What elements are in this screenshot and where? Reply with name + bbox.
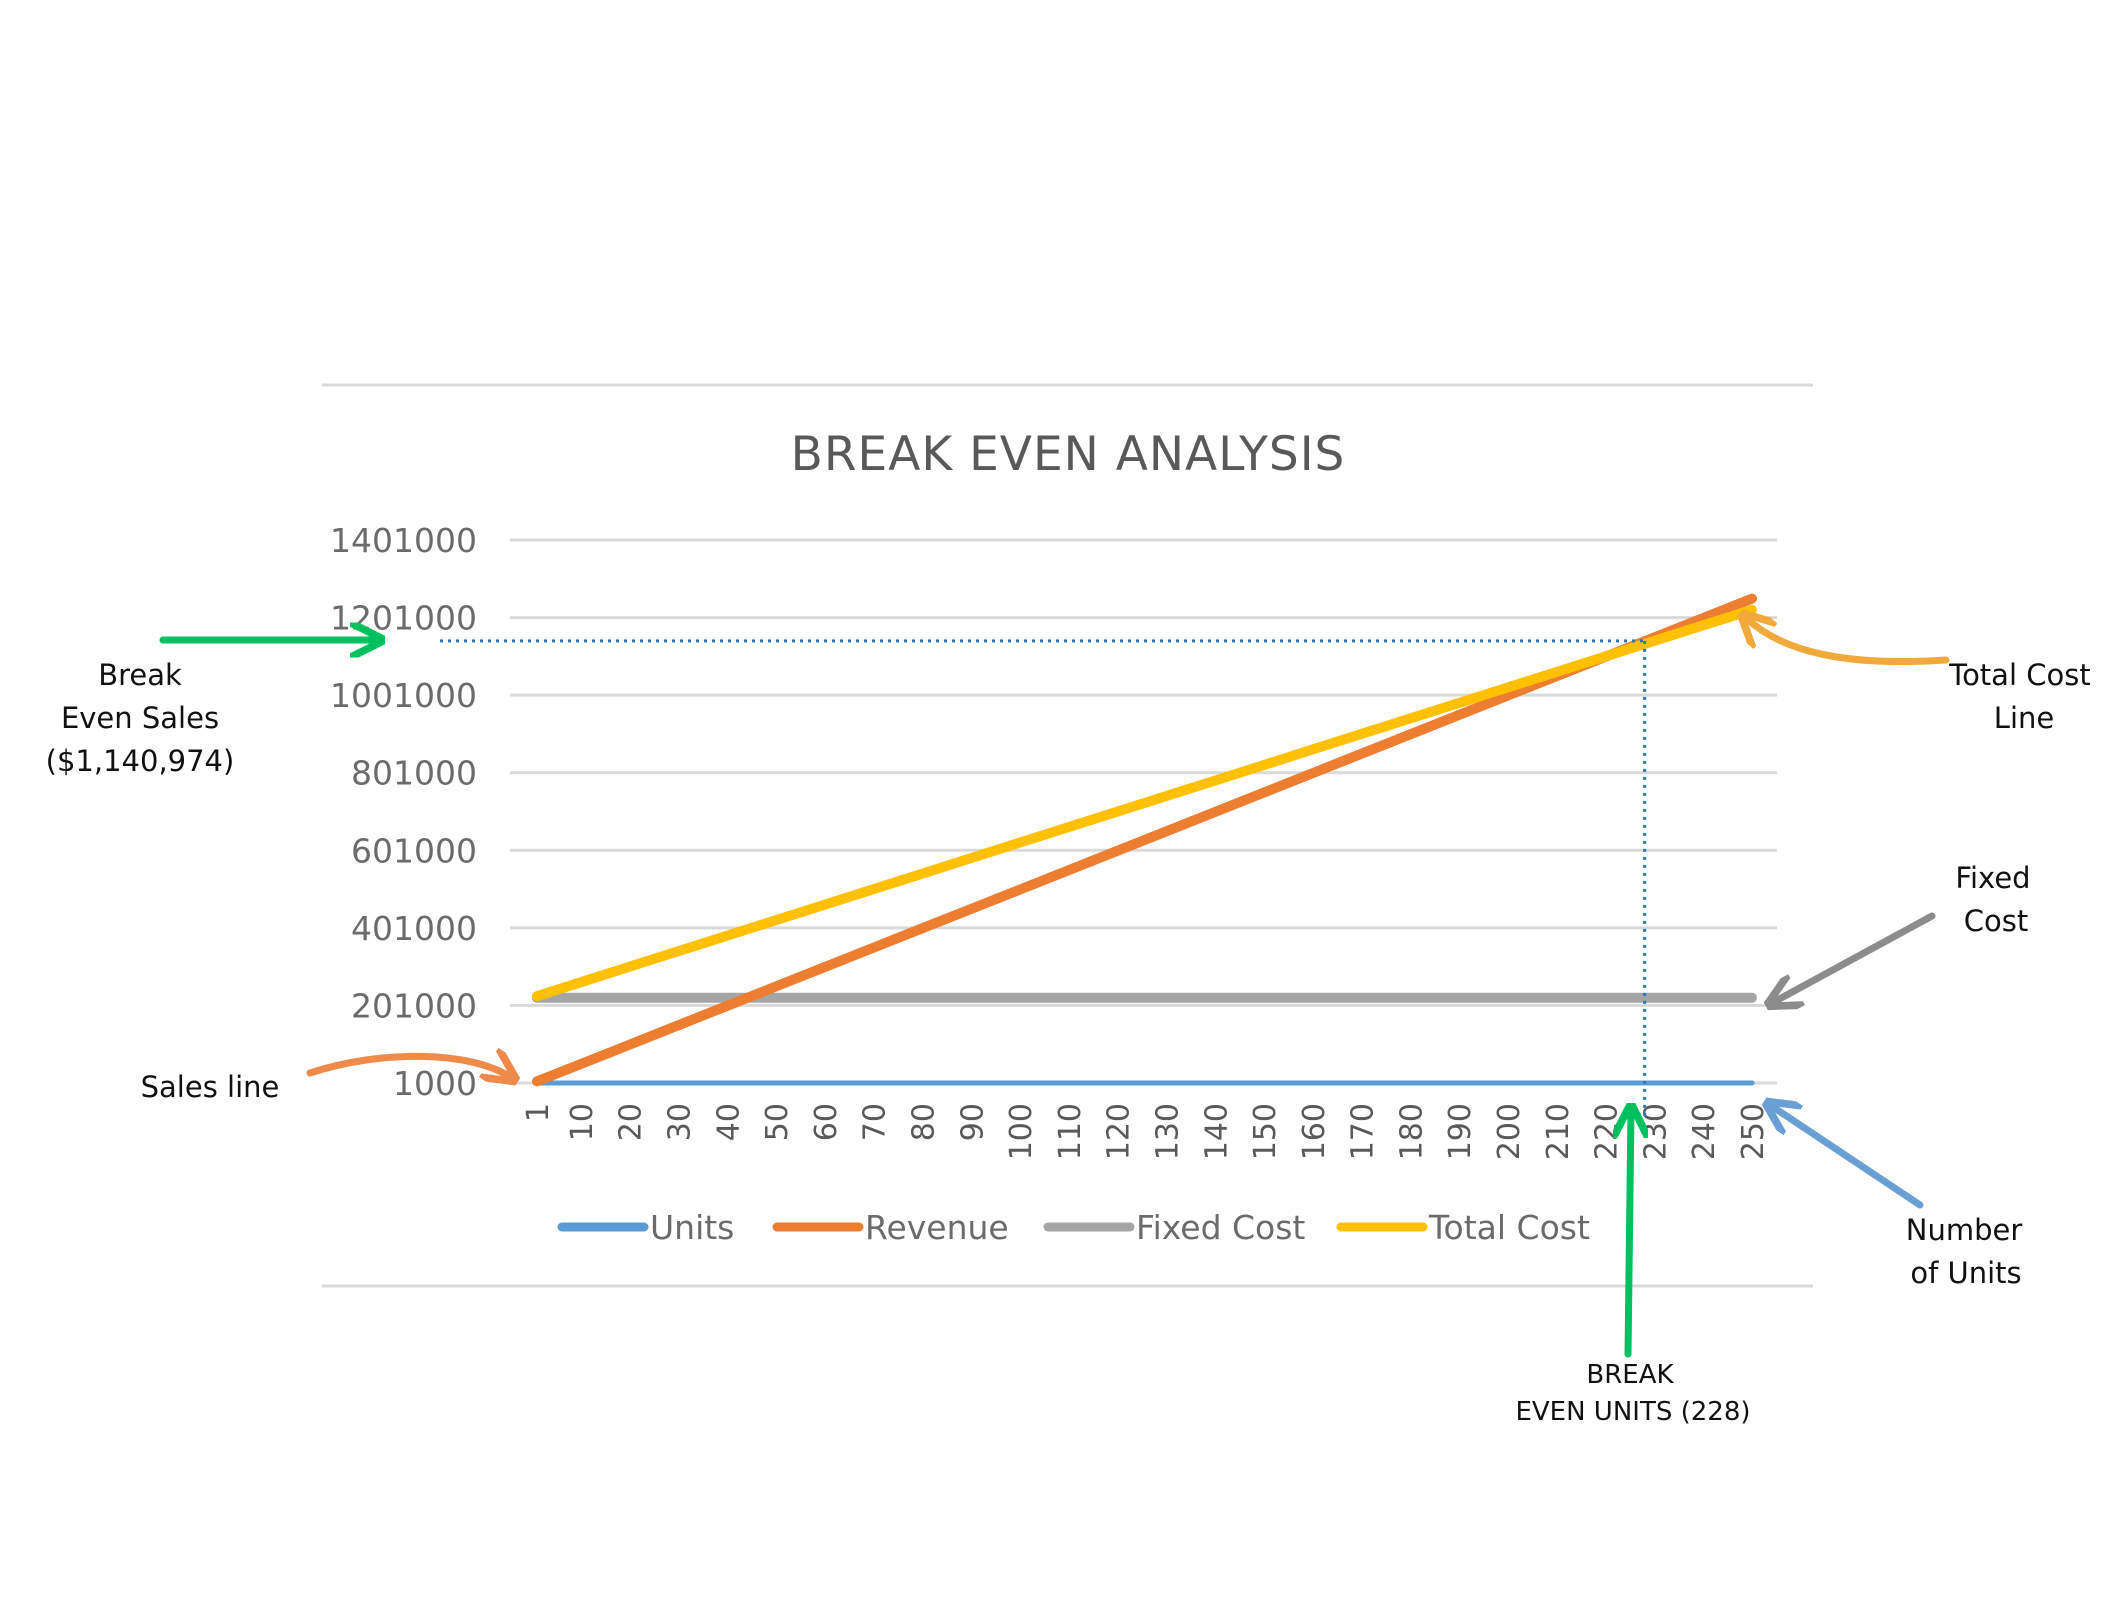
- y-tick-label: 401000: [351, 909, 477, 948]
- number-of-units-line-2: of Units: [1910, 1256, 2021, 1290]
- annotation-number-of-units: Number of Units: [1906, 1213, 2023, 1290]
- x-tick-label: 190: [1443, 1103, 1478, 1160]
- total-cost-line-2: Line: [1994, 701, 2054, 735]
- chart-title: BREAK EVEN ANALYSIS: [791, 427, 1346, 482]
- fixed-cost-line-1: Fixed: [1955, 861, 2030, 895]
- legend-label: Fixed Cost: [1136, 1208, 1305, 1247]
- break-even-units-line-2: EVEN UNITS (228): [1515, 1397, 1750, 1427]
- y-tick-label: 1201000: [330, 599, 477, 638]
- x-tick-label: 50: [760, 1103, 795, 1141]
- annotation-break-even-sales: Break Even Sales ($1,140,974): [46, 658, 235, 778]
- x-tick-label: 230: [1638, 1103, 1673, 1160]
- x-tick-label: 170: [1346, 1103, 1381, 1160]
- x-tick-label: 240: [1687, 1103, 1722, 1160]
- sales-line-arrow: [306, 1056, 512, 1078]
- x-tick-label: 60: [809, 1103, 844, 1141]
- x-tick-label: 180: [1394, 1103, 1429, 1160]
- break-even-sales-line-1: Break: [98, 658, 182, 692]
- x-tick-label: 130: [1150, 1103, 1185, 1160]
- series-lines: [532, 593, 1757, 1087]
- break-even-guides: [440, 639, 1647, 1120]
- x-tick-label: 20: [614, 1103, 649, 1141]
- y-tick-label: 1001000: [330, 676, 477, 715]
- x-tick-label: 250: [1736, 1103, 1771, 1160]
- legend-label: Revenue: [865, 1208, 1009, 1247]
- x-tick-label: 70: [858, 1103, 893, 1141]
- x-tick-label: 40: [711, 1103, 746, 1141]
- break-even-units-arrow: [1628, 1110, 1631, 1358]
- break-even-units-line-1: BREAK: [1586, 1360, 1674, 1390]
- y-tick-label: 201000: [351, 986, 477, 1025]
- annotation-fixed-cost: Fixed Cost: [1955, 861, 2030, 938]
- x-tick-label: 90: [955, 1103, 990, 1141]
- x-tick-label: 210: [1541, 1103, 1576, 1160]
- annotation-sales-line: Sales line: [141, 1070, 280, 1104]
- x-tick-label: 160: [1297, 1103, 1332, 1160]
- annotation-break-even-units: BREAK EVEN UNITS (228): [1515, 1360, 1750, 1427]
- sales-line-label: Sales line: [141, 1070, 280, 1104]
- number-of-units-line-1: Number: [1906, 1213, 2023, 1247]
- x-axis: 1 10 20 30 40 50 60 70 80 90 100 110 120 130 140 150 160…: [521, 1103, 1771, 1160]
- legend-label: Total Cost: [1428, 1208, 1590, 1247]
- x-tick-label: 100: [1004, 1103, 1039, 1160]
- x-tick-label: 150: [1248, 1103, 1283, 1160]
- fixed-cost-arrow: [1772, 912, 1936, 1003]
- x-tick-label: 140: [1199, 1103, 1234, 1160]
- annotation-arrows: [159, 617, 1950, 1358]
- y-tick-label: 601000: [351, 831, 477, 870]
- y-tick-label: 1000: [393, 1064, 477, 1103]
- x-tick-label: 220: [1590, 1103, 1625, 1160]
- break-even-sales-value: ($1,140,974): [46, 744, 235, 778]
- total-cost-line-1: Total Cost: [1948, 658, 2090, 692]
- series-line-total-cost: [532, 604, 1757, 1002]
- y-tick-label: 1401000: [330, 521, 477, 560]
- x-tick-label: 80: [906, 1103, 941, 1141]
- x-tick-label: 30: [663, 1103, 698, 1141]
- y-tick-label: 801000: [351, 754, 477, 793]
- number-of-units-arrow: [1770, 1105, 1924, 1209]
- x-tick-label: 120: [1102, 1103, 1137, 1160]
- fixed-cost-line-2: Cost: [1964, 904, 2028, 938]
- break-even-sales-line-2: Even Sales: [61, 701, 219, 735]
- x-tick-label: 10: [565, 1103, 600, 1141]
- legend: Units Revenue Fixed Cost Total Cost: [557, 1208, 1590, 1247]
- total-cost-arrow: [1745, 617, 1950, 666]
- annotation-total-cost-line: Total Cost Line: [1948, 658, 2090, 735]
- y-axis-ticks: 1401000 1201000 1001000 801000 601000 401000 2…: [330, 521, 477, 1103]
- x-tick-label: 110: [1053, 1103, 1088, 1160]
- x-tick-label: 200: [1492, 1103, 1527, 1160]
- x-tick-label: 1: [521, 1103, 556, 1122]
- legend-label: Units: [650, 1208, 734, 1247]
